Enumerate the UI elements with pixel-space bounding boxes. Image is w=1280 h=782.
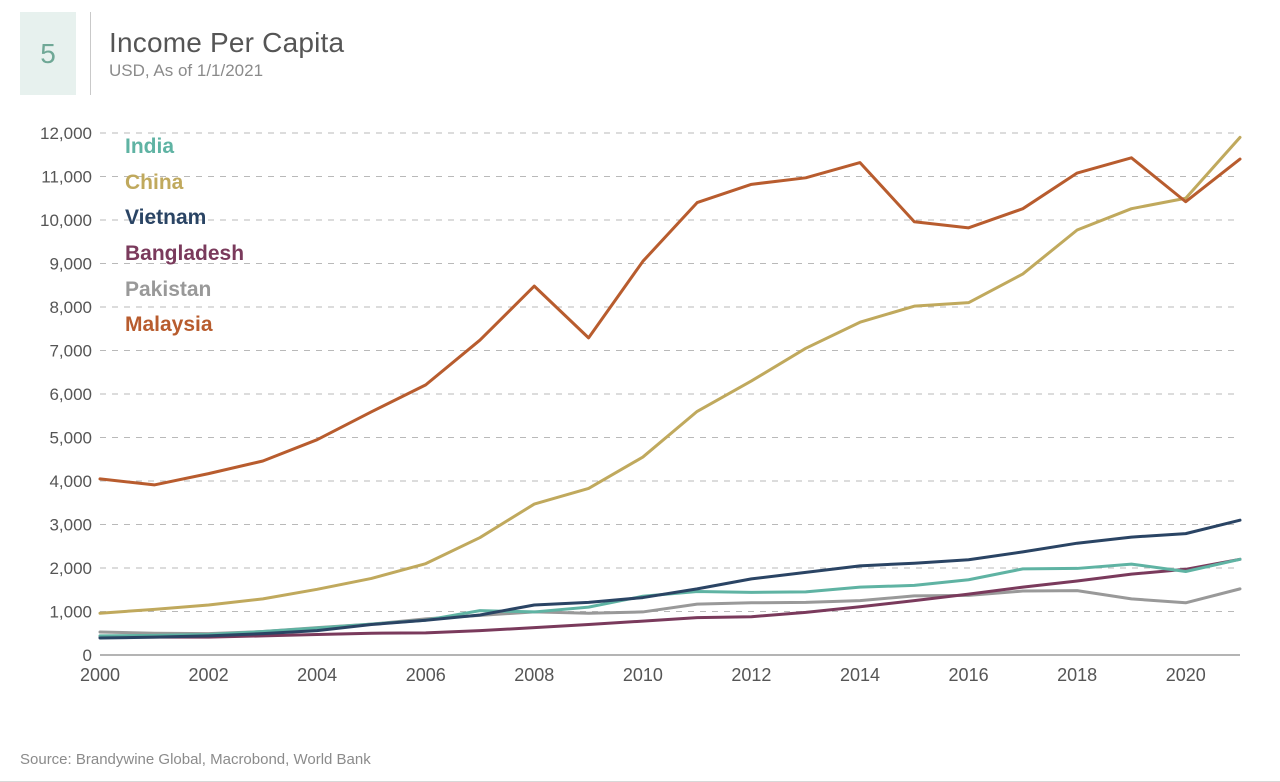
grid-group (100, 133, 1240, 612)
y-tick-label: 7,000 (49, 342, 92, 361)
chart-number: 5 (40, 38, 56, 70)
chart-title: Income Per Capita (109, 27, 344, 59)
x-tick-label: 2004 (297, 665, 337, 685)
header-divider (90, 12, 91, 95)
y-tick-label: 3,000 (49, 516, 92, 535)
chart-subtitle: USD, As of 1/1/2021 (109, 61, 344, 81)
y-tick-label: 2,000 (49, 559, 92, 578)
y-tick-label: 0 (83, 646, 92, 665)
series-group (100, 137, 1240, 638)
title-block: Income Per Capita USD, As of 1/1/2021 (109, 12, 344, 95)
chart-header: 5 Income Per Capita USD, As of 1/1/2021 (0, 0, 1280, 95)
legend-item-vietnam: Vietnam (125, 200, 244, 236)
x-axis-group: 2000 2002 2004 2006 2008 2010 2012 2014 2016 2018… (80, 655, 1240, 685)
y-tick-label: 9,000 (49, 255, 92, 274)
y-axis-group: 0 1,000 2,000 3,000 4,000 5,000 6,000 7,000 8,00… (40, 125, 92, 665)
x-tick-label: 2020 (1166, 665, 1206, 685)
x-tick-label: 2000 (80, 665, 120, 685)
y-tick-label: 1,000 (49, 603, 92, 622)
legend-item-china: China (125, 165, 244, 201)
x-tick-label: 2006 (406, 665, 446, 685)
chart-number-badge: 5 (20, 12, 76, 95)
x-tick-label: 2016 (949, 665, 989, 685)
chart-area: 0 1,000 2,000 3,000 4,000 5,000 6,000 7,000 8,00… (30, 125, 1250, 705)
y-tick-label: 12,000 (40, 125, 92, 143)
legend-item-malaysia: Malaysia (125, 307, 244, 343)
x-tick-label: 2010 (623, 665, 663, 685)
legend: IndiaChinaVietnamBangladeshPakistanMalay… (125, 129, 244, 343)
legend-item-bangladesh: Bangladesh (125, 236, 244, 272)
x-tick-label: 2018 (1057, 665, 1097, 685)
y-tick-label: 6,000 (49, 385, 92, 404)
y-tick-label: 4,000 (49, 472, 92, 491)
y-tick-label: 8,000 (49, 298, 92, 317)
y-tick-label: 5,000 (49, 429, 92, 448)
series-line-china (100, 137, 1240, 613)
x-tick-label: 2002 (189, 665, 229, 685)
source-text: Source: Brandywine Global, Macrobond, Wo… (20, 751, 371, 768)
legend-item-pakistan: Pakistan (125, 272, 244, 308)
x-tick-label: 2014 (840, 665, 880, 685)
x-tick-label: 2012 (731, 665, 771, 685)
legend-item-india: India (125, 129, 244, 165)
y-tick-label: 10,000 (40, 211, 92, 230)
y-tick-label: 11,000 (41, 168, 92, 187)
chart-container: 5 Income Per Capita USD, As of 1/1/2021 … (0, 0, 1280, 782)
x-tick-label: 2008 (514, 665, 554, 685)
